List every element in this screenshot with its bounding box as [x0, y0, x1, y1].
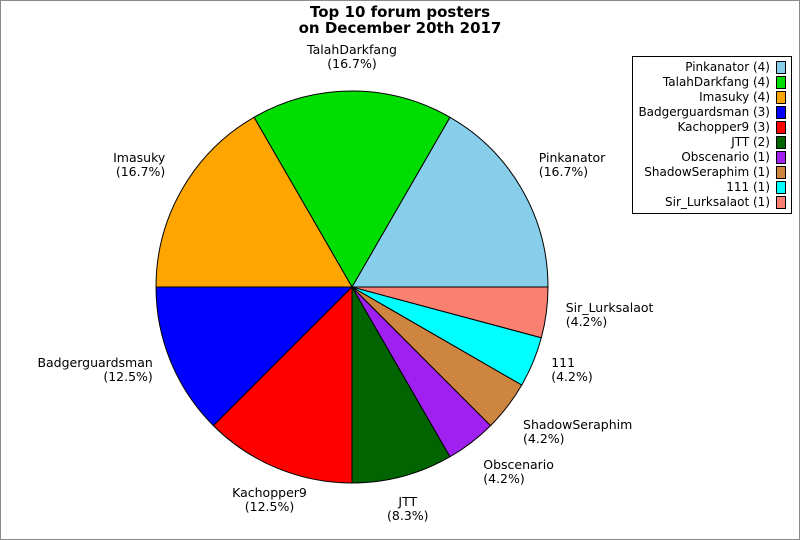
pie-label-badgerguardsman: Badgerguardsman (12.5%) [37, 354, 153, 384]
legend-item-label: ShadowSeraphim (1) [644, 165, 770, 179]
chart-title: Top 10 forum posters on December 20th 20… [1, 4, 799, 36]
pie-label-name: Kachopper9 [232, 485, 307, 501]
pie-label-percent: (4.2%) [483, 471, 525, 487]
legend-item: 111 (1) [638, 180, 786, 195]
legend-color-swatch [776, 196, 786, 209]
legend-item-label: Kachopper9 (3) [677, 120, 770, 134]
legend-item-label: JTT (2) [731, 135, 770, 149]
pie-label-name: Imasuky [113, 150, 166, 166]
pie-label-shadowseraphim: ShadowSeraphim (4.2%) [523, 418, 632, 446]
pie-label-jtt: JTT (8.3%) [387, 495, 429, 523]
legend-item: Pinkanator (4) [638, 60, 786, 75]
pie-slice-jtt [351, 285, 451, 484]
pie-label-percent: (12.5%) [103, 368, 153, 384]
legend-color-swatch [776, 151, 786, 164]
pie-label-sir_lurksalaot: Sir_Lurksalaot (4.2%) [566, 301, 654, 329]
pie-slice-badgerguardsman [155, 286, 354, 427]
legend-color-swatch [776, 91, 786, 104]
pie-label-percent: (12.5%) [244, 499, 295, 515]
pie-label-percent: (4.2%) [565, 314, 608, 330]
pie-label-percent: (4.2%) [551, 368, 593, 384]
legend-color-swatch [776, 181, 786, 194]
legend-item: Kachopper9 (3) [638, 120, 786, 135]
pie-label-name: Obscenario [483, 457, 554, 473]
pie-label-name: JTT [398, 494, 418, 510]
pie-label-imasuky: Imasuky (16.7%) [113, 151, 165, 179]
legend-item: Imasuky (4) [638, 90, 786, 105]
pie-label-name: Badgerguardsman [37, 354, 153, 370]
pie-label-percent: (16.7%) [327, 56, 377, 72]
legend-item: JTT (2) [638, 135, 786, 150]
legend-item: Badgerguardsman (3) [638, 105, 786, 120]
pie-label-name: Pinkanator [538, 150, 606, 166]
legend-item-label: Obscenario (1) [681, 150, 770, 164]
legend-item-label: 111 (1) [726, 180, 770, 194]
legend-item: Sir_Lurksalaot (1) [638, 195, 786, 210]
legend-color-swatch [776, 121, 786, 134]
pie-label-name: 111 [551, 354, 576, 370]
legend-item-label: TalahDarkfang (4) [662, 75, 770, 89]
pie-label-pinkanator: Pinkanator (16.7%) [539, 151, 606, 179]
legend-color-swatch [776, 76, 786, 89]
legend-color-swatch [776, 166, 786, 179]
legend: Pinkanator (4) TalahDarkfang (4) Imasuky (… [632, 56, 792, 214]
pie-label-percent: (8.3%) [387, 508, 429, 524]
pie-slice-kachopper9 [212, 285, 353, 484]
pie-slice-imasuky [155, 116, 353, 288]
legend-item-label: Imasuky (4) [699, 90, 770, 104]
legend-item: TalahDarkfang (4) [638, 75, 786, 90]
pie-label-percent: (16.7%) [538, 164, 589, 180]
pie-label-name: Sir_Lurksalaot [565, 300, 654, 316]
legend-color-swatch [776, 136, 786, 149]
pie-label-111: 111 (4.2%) [551, 354, 593, 384]
chart-title-line1: Top 10 forum posters [310, 3, 490, 21]
pie-slice-sir_lurksalaot [351, 286, 549, 339]
legend-item-label: Sir_Lurksalaot (1) [665, 195, 770, 209]
legend-item: Obscenario (1) [638, 150, 786, 165]
pie-label-obscenario: Obscenario (4.2%) [483, 458, 554, 486]
legend-color-swatch [776, 61, 786, 74]
chart-title-line2: on December 20th 2017 [298, 19, 502, 37]
pie-slice-pinkanator [351, 116, 549, 288]
pie-label-name: ShadowSeraphim [523, 417, 633, 433]
pie-label-kachopper9: Kachopper9 (12.5%) [232, 486, 307, 514]
pie-label-name: TalahDarkfang [307, 42, 397, 58]
legend-item: ShadowSeraphim (1) [638, 165, 786, 180]
pie-label-talahdarkfang: TalahDarkfang (16.7%) [307, 43, 397, 71]
legend-color-swatch [776, 106, 786, 119]
pie-label-percent: (16.7%) [115, 164, 166, 180]
legend-item-label: Pinkanator (4) [685, 60, 770, 74]
legend-item-label: Badgerguardsman (3) [638, 105, 770, 119]
pie-wedges [155, 90, 549, 484]
pie-label-percent: (4.2%) [523, 431, 565, 447]
pie-slice-talahdarkfang [253, 90, 451, 289]
